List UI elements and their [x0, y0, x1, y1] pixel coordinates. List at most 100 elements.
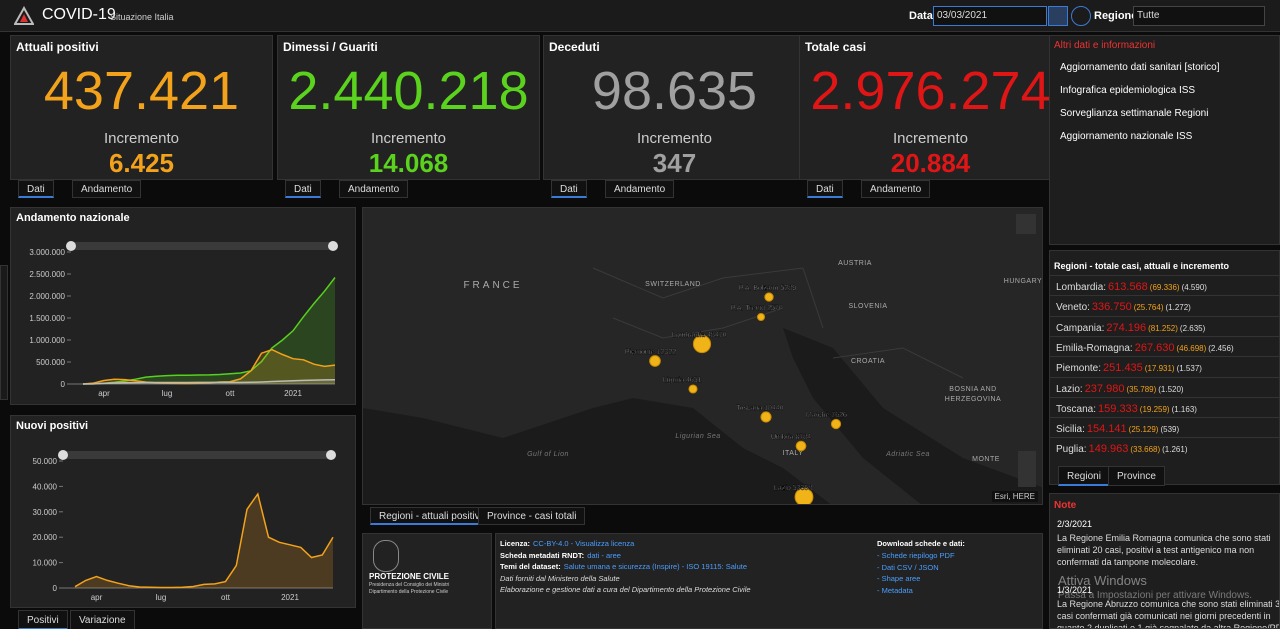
region-cell: 159.333 — [1098, 402, 1138, 415]
region-bubble-label: P.A. Bolzano 5289 — [739, 285, 796, 292]
footer-line-text[interactable]: Salute umana e sicurezza (Inspire) - ISO… — [563, 562, 748, 571]
card-increment-label: Incremento — [370, 130, 447, 147]
region-value: 2570 — [767, 305, 783, 312]
tab[interactable]: Province - casi totali — [478, 507, 586, 525]
region-cell: (2.635) — [1179, 323, 1206, 333]
app-title: COVID-19 — [42, 6, 116, 23]
region-bubble-label: Lazio 53358 — [774, 485, 812, 492]
region-bubble — [649, 355, 661, 367]
region-row: Piemonte: 251.435 (17.931) (1.537) — [1050, 356, 1279, 376]
tab[interactable]: Dati — [807, 180, 843, 198]
download-link[interactable]: - Dati CSV / JSON — [877, 562, 939, 572]
map-place-label: SLOVENIA — [848, 303, 887, 310]
region-cell: 267.630 — [1134, 341, 1175, 354]
card-increment-label: Incremento — [892, 130, 969, 147]
map-place-label: ITALY — [783, 450, 804, 457]
zoom-controls[interactable] — [1018, 451, 1036, 487]
region-name: P.A. Trento — [731, 305, 767, 312]
chart-panel — [10, 415, 356, 608]
region-bubble-label: P.A. Trento 2570 — [731, 305, 783, 312]
region-bubble-label: Piemonte 12322 — [625, 349, 676, 356]
notes-panel: Note 2/3/2021 La Regione Emilia Romagna co… — [1049, 493, 1280, 629]
region-row: Lazio: 237.980 (35.789) (1.520) — [1050, 376, 1279, 397]
region-name: P.A. Bolzano — [739, 285, 781, 292]
tab[interactable]: Dati — [285, 180, 321, 198]
tab[interactable]: Andamento — [861, 180, 931, 198]
region-cell: (1.537) — [1176, 364, 1202, 374]
region-cell: Piemonte: — [1056, 363, 1102, 375]
map-place-label: FRANCE — [463, 280, 522, 291]
card-increment: 6.425 — [108, 148, 175, 178]
tab[interactable]: Regioni — [1058, 466, 1110, 486]
download-link[interactable]: - Schede riepilogo PDF — [877, 551, 955, 560]
region-name: Marche — [806, 412, 831, 419]
region-cell: (2.456) — [1208, 343, 1234, 353]
card-value: 2.440.218 — [288, 61, 529, 121]
region-name: Lombardia — [672, 332, 707, 339]
layer-list-button[interactable] — [1016, 214, 1036, 234]
watermark-text: Passa a Impostazioni per attivare Window… — [1058, 590, 1252, 601]
logo-subtitle: Dipartimento della Protezione Civile — [369, 589, 449, 595]
tab[interactable]: Regioni - attuali positivi — [370, 507, 491, 525]
logo-subtitle: Presidenza del Consiglio dei Ministri — [369, 582, 450, 588]
region-cell: Toscana: — [1056, 403, 1097, 415]
card-increment: 20.884 — [890, 148, 971, 178]
region-row: Puglia: 149.963 (33.668) (1.261) — [1050, 437, 1279, 457]
download-link[interactable]: - Shape aree — [877, 574, 921, 583]
logo — [14, 6, 34, 25]
region-cell: 237.980 — [1084, 382, 1125, 395]
map-place-label: Adriatic Sea — [885, 451, 930, 458]
map-canvas[interactable]: FRANCE SWITZERLAND AUSTRIA HUNGARY SLOVENIA C… — [363, 208, 1043, 505]
region-bubble — [794, 487, 814, 504]
region-value: 7626 — [831, 412, 847, 419]
region-value: 5289 — [781, 285, 797, 292]
region-cell: (46.698) — [1176, 343, 1207, 353]
tab[interactable]: Variazione — [70, 610, 135, 629]
region-cell: (17.931) — [1144, 364, 1175, 374]
map-place-label: AUSTRIA — [838, 260, 872, 267]
tab[interactable]: Dati — [551, 180, 587, 198]
map-place-label: CROATIA — [851, 358, 885, 365]
region-cell: (1.163) — [1171, 404, 1197, 414]
footer-line-label: Licenza: — [500, 539, 531, 548]
calendar-button[interactable] — [1048, 6, 1068, 26]
region-cell: 336.750 — [1091, 301, 1132, 314]
region-bubble — [692, 334, 712, 354]
stat-card: Dimessi / Guariti 2.440.218 Incremento 14.0… — [277, 35, 540, 180]
map-place-label: BOSNIA AND — [949, 386, 996, 393]
region-value: 12322 — [657, 349, 677, 356]
download-link[interactable]: - Metadata — [877, 585, 913, 595]
time-button[interactable] — [1071, 6, 1091, 26]
tab[interactable]: Province — [1108, 466, 1165, 486]
region-label: Regione — [1094, 10, 1138, 22]
info-link[interactable]: Aggiornamento nazionale ISS — [1060, 131, 1193, 142]
region-cell: (1.520) — [1158, 384, 1184, 394]
side-toggle[interactable] — [0, 265, 8, 400]
region-bubble — [764, 292, 774, 302]
card-increment: 14.068 — [368, 148, 449, 178]
tab[interactable]: Andamento — [339, 180, 409, 198]
card-title: Attuali positivi — [16, 40, 99, 54]
tab[interactable]: Dati — [18, 180, 54, 198]
region-cell: 613.568 — [1108, 281, 1148, 293]
region-cell: (539) — [1160, 425, 1180, 435]
date-input[interactable]: 03/03/2021 — [933, 6, 1047, 26]
region-bubble-label: Lombardia 48470 — [672, 332, 727, 339]
tab[interactable]: Andamento — [605, 180, 675, 198]
region-select[interactable]: Tutte — [1133, 6, 1265, 26]
info-link[interactable]: Infografica epidemiologica ISS — [1060, 85, 1196, 96]
region-cell: Lombardia: — [1056, 282, 1107, 293]
region-row: Campania: 274.196 (81.252) (2.635) — [1050, 315, 1279, 336]
region-name: Liguria — [663, 377, 686, 384]
tab[interactable]: Andamento — [72, 180, 142, 198]
info-link[interactable]: Aggiornamento dati sanitari [storico] — [1060, 62, 1220, 73]
footer-line-text[interactable]: CC-BY-4.0 - Visualizza licenza — [533, 539, 635, 548]
footer-line-text[interactable]: dati - aree — [587, 550, 621, 560]
info-link[interactable]: Sorveglianza settimanale Regioni — [1060, 108, 1209, 119]
borders — [592, 267, 964, 379]
tab[interactable]: Positivi — [18, 610, 68, 629]
region-value: 8784 — [796, 434, 812, 441]
logo-title: PROTEZIONE CIVILE — [369, 572, 450, 581]
map-place-label: HERZEGOVINA — [945, 396, 1001, 403]
region-cell: 274.196 — [1106, 321, 1147, 334]
